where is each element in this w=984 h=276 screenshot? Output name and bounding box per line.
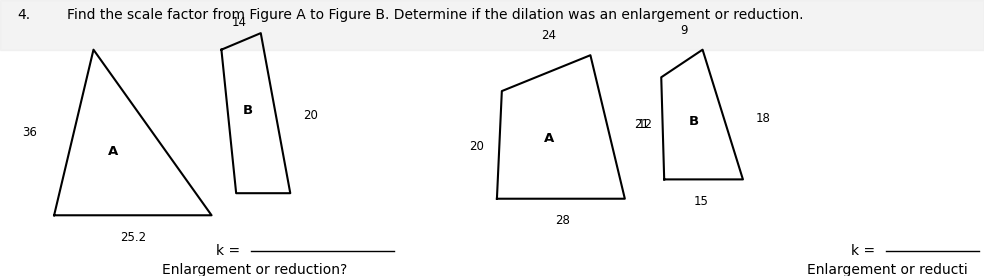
Text: Enlargement or reducti: Enlargement or reducti [807, 264, 967, 276]
Text: 36: 36 [23, 126, 37, 139]
Text: k =: k = [216, 244, 241, 258]
Text: 24: 24 [541, 29, 557, 43]
Text: 18: 18 [756, 112, 770, 125]
Text: 25.2: 25.2 [120, 231, 146, 244]
Text: 4.: 4. [18, 8, 31, 22]
Text: A: A [544, 131, 554, 145]
Text: 14: 14 [231, 15, 247, 29]
Text: 28: 28 [555, 214, 571, 227]
Text: 15: 15 [694, 195, 709, 208]
Bar [0, 0, 984, 50]
Text: 21: 21 [635, 118, 649, 131]
Text: 20: 20 [469, 140, 484, 153]
Text: A: A [108, 145, 118, 158]
Text: B: B [243, 104, 253, 117]
Text: 9: 9 [680, 24, 688, 37]
Text: k =: k = [851, 244, 876, 258]
Text: Enlargement or reduction?: Enlargement or reduction? [162, 264, 347, 276]
Text: 20: 20 [303, 109, 318, 123]
Text: 12: 12 [638, 118, 652, 131]
Text: Find the scale factor from Figure A to Figure B. Determine if the dilation was a: Find the scale factor from Figure A to F… [67, 8, 803, 22]
Text: B: B [689, 115, 699, 128]
